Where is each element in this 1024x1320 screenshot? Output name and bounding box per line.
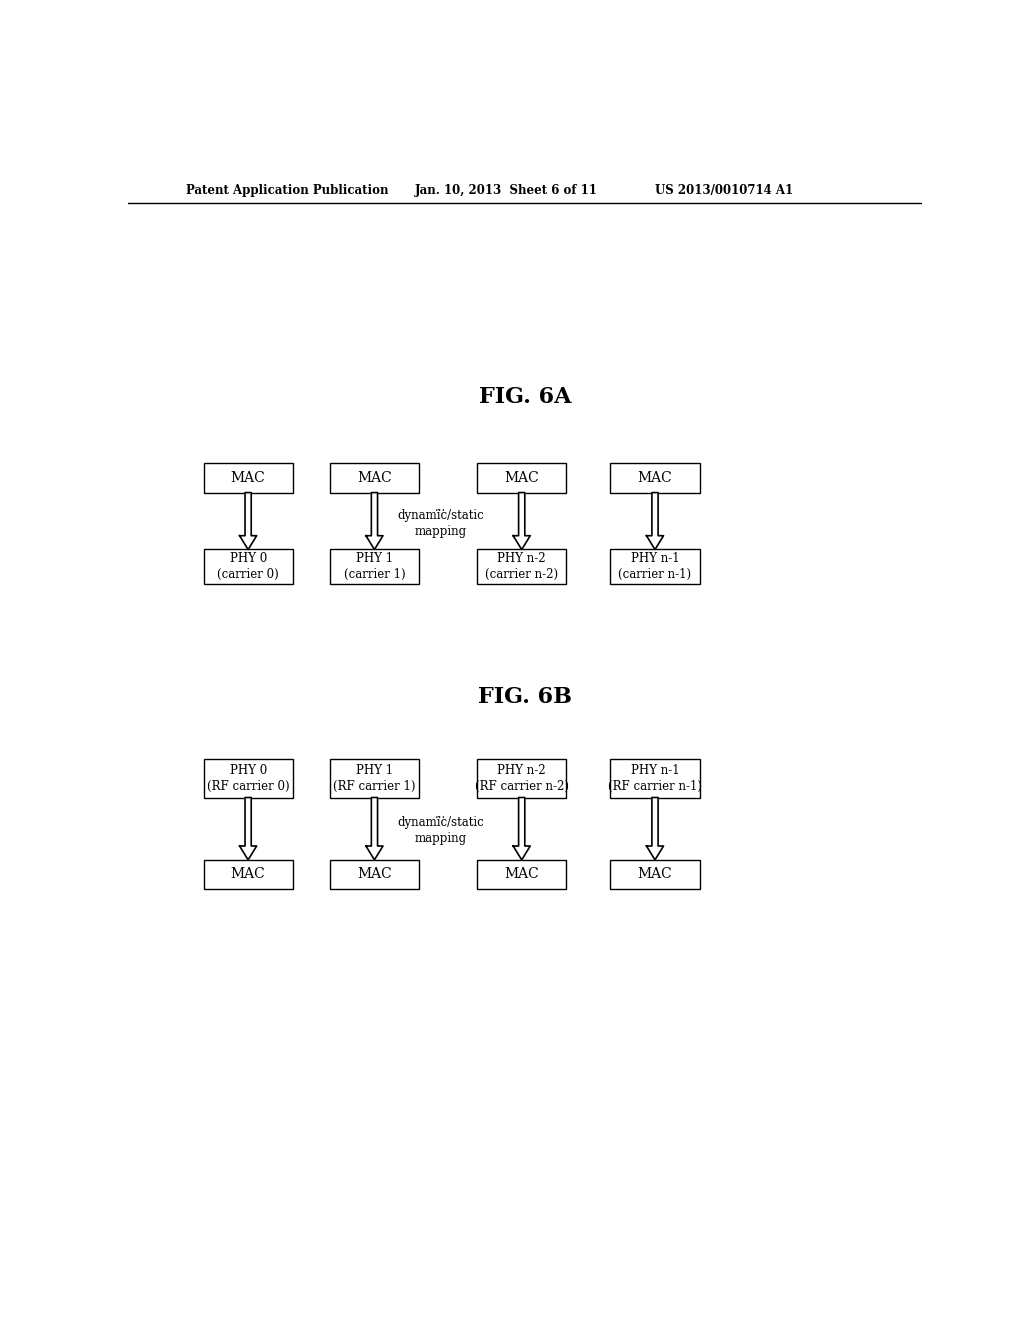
Bar — [610, 463, 699, 492]
Text: Patent Application Publication: Patent Application Publication — [186, 185, 389, 197]
Polygon shape — [366, 797, 383, 859]
Text: MAC: MAC — [638, 471, 673, 484]
Text: FIG. 6A: FIG. 6A — [478, 387, 571, 408]
Text: ...: ... — [435, 808, 445, 821]
Bar — [477, 463, 566, 492]
Bar — [204, 463, 293, 492]
Bar — [610, 549, 699, 583]
Bar — [477, 549, 566, 583]
Bar — [204, 759, 293, 797]
Polygon shape — [513, 797, 530, 859]
Bar — [204, 549, 293, 583]
Text: PHY n-1
(RF carrier n-1): PHY n-1 (RF carrier n-1) — [608, 764, 702, 793]
Bar — [330, 759, 419, 797]
Polygon shape — [513, 492, 530, 549]
Bar — [477, 859, 566, 890]
Polygon shape — [240, 797, 257, 859]
Bar — [330, 463, 419, 492]
Text: MAC: MAC — [505, 867, 539, 882]
Text: PHY n-2
(RF carrier n-2): PHY n-2 (RF carrier n-2) — [475, 764, 568, 793]
Text: US 2013/0010714 A1: US 2013/0010714 A1 — [655, 185, 794, 197]
Text: ...: ... — [435, 500, 445, 513]
Text: MAC: MAC — [230, 867, 265, 882]
Text: PHY n-2
(carrier n-2): PHY n-2 (carrier n-2) — [485, 552, 558, 581]
Bar — [330, 859, 419, 890]
Bar — [204, 859, 293, 890]
Bar — [610, 859, 699, 890]
Text: MAC: MAC — [357, 471, 392, 484]
Bar — [330, 549, 419, 583]
Text: PHY n-1
(carrier n-1): PHY n-1 (carrier n-1) — [618, 552, 691, 581]
Text: MAC: MAC — [357, 867, 392, 882]
Text: Jan. 10, 2013  Sheet 6 of 11: Jan. 10, 2013 Sheet 6 of 11 — [415, 185, 598, 197]
Text: MAC: MAC — [505, 471, 539, 484]
Polygon shape — [646, 492, 664, 549]
Text: FIG. 6B: FIG. 6B — [478, 686, 571, 709]
Polygon shape — [240, 492, 257, 549]
Text: dynamic/static
mapping: dynamic/static mapping — [397, 510, 483, 537]
Text: PHY 0
(RF carrier 0): PHY 0 (RF carrier 0) — [207, 764, 290, 793]
Polygon shape — [646, 797, 664, 859]
Text: PHY 1
(RF carrier 1): PHY 1 (RF carrier 1) — [333, 764, 416, 793]
Polygon shape — [366, 492, 383, 549]
Bar — [610, 759, 699, 797]
Text: MAC: MAC — [230, 471, 265, 484]
Text: PHY 1
(carrier 1): PHY 1 (carrier 1) — [344, 552, 406, 581]
Text: PHY 0
(carrier 0): PHY 0 (carrier 0) — [217, 552, 279, 581]
Bar — [477, 759, 566, 797]
Text: dynamic/static
mapping: dynamic/static mapping — [397, 817, 483, 846]
Text: MAC: MAC — [638, 867, 673, 882]
